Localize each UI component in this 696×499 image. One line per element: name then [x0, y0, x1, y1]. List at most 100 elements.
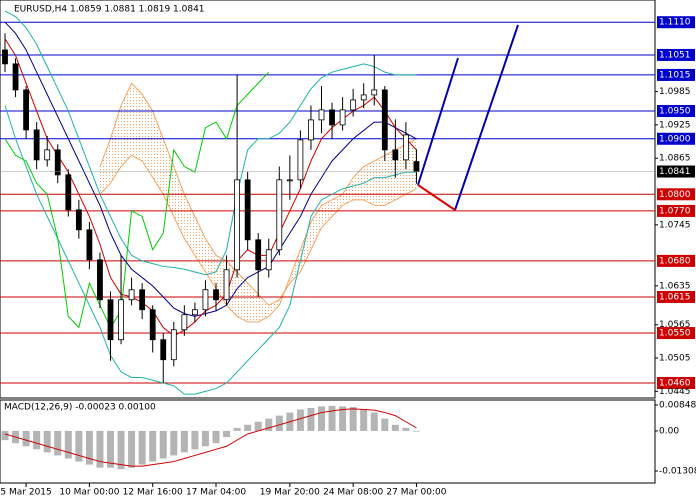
macd-bar	[360, 409, 368, 431]
macd-bar	[296, 409, 304, 431]
y-tick-label: 1.0565	[659, 320, 691, 330]
y-tick-label: 1.0635	[659, 281, 691, 291]
candle-body	[191, 309, 198, 316]
macd-bar	[223, 430, 231, 438]
level-label-box	[657, 105, 695, 118]
level-label: 1.0615	[659, 292, 691, 302]
macd-bar	[339, 406, 347, 431]
macd-bar	[212, 430, 220, 444]
candle-body	[392, 149, 399, 161]
candle-body	[97, 259, 103, 301]
candle-body	[54, 149, 61, 176]
y-tick-label: 1.0505	[659, 354, 691, 364]
macd-bar	[370, 412, 378, 431]
forecast-arrow	[417, 184, 456, 211]
candle-body	[286, 179, 293, 182]
level-label: 1.0900	[659, 134, 691, 144]
candle-body	[149, 309, 156, 341]
main-panel	[0, 0, 656, 399]
candle-body	[128, 289, 135, 301]
level-label: 1.0460	[659, 379, 691, 389]
macd-bar	[180, 430, 188, 453]
candle-body	[371, 89, 378, 96]
level-label: 1.1110	[659, 18, 691, 28]
current-price-box	[657, 165, 695, 178]
cloud-span-b	[99, 138, 417, 323]
level-label: 1.0680	[659, 256, 691, 266]
indicator-line	[4, 10, 417, 276]
macd-bar	[349, 407, 357, 431]
y-tick-label: 1.0925	[659, 120, 691, 130]
candle-body	[118, 299, 124, 341]
candle-body	[402, 134, 409, 161]
macd-bar	[244, 424, 252, 431]
x-tick-label: 19 Mar 20:00	[260, 488, 320, 498]
macd-bar	[391, 424, 399, 431]
level-label-box	[657, 16, 695, 29]
candle-body	[234, 179, 241, 271]
candle-body	[33, 129, 40, 161]
macd-bar	[107, 430, 114, 468]
macd-bar	[22, 430, 30, 447]
macd-title: MACD(12,26,9) -0.00023 0.00100	[4, 403, 156, 413]
macd-bar	[33, 430, 41, 450]
indicator-line	[4, 71, 270, 329]
level-label: 1.0770	[659, 206, 691, 216]
candle-body	[202, 289, 209, 311]
macd-bar	[117, 430, 125, 470]
macd-bar	[233, 427, 241, 431]
level-label: 1.0550	[659, 329, 691, 339]
candle-body	[139, 289, 146, 311]
macd-bar	[159, 430, 167, 459]
y-tick-label: 1.0865	[659, 154, 691, 164]
candle-body	[213, 289, 219, 301]
x-tick-label: 12 Mar 16:00	[123, 488, 183, 498]
chart-title: EURUSD,H4 1.0859 1.0881 1.0819 1.0841	[14, 5, 205, 15]
current-price-label: 1.0841	[659, 167, 691, 177]
plot-layer	[0, 10, 655, 470]
macd-bar	[318, 406, 325, 431]
macd-bar	[265, 418, 273, 431]
candle-body	[360, 94, 367, 101]
candle-body	[223, 269, 230, 301]
macd-bar	[307, 407, 315, 431]
macd-signal	[4, 408, 417, 467]
level-label: 1.1015	[659, 70, 691, 80]
macd-bar	[191, 430, 199, 450]
candle-body	[86, 229, 93, 261]
y-tick-label: 1.0985	[659, 87, 691, 97]
y-tick-label: 0.00848	[659, 400, 696, 410]
macd-bar	[85, 430, 93, 465]
level-label-box	[657, 132, 695, 145]
candle-body	[160, 339, 167, 361]
x-tick-label: 24 Mar 08:00	[323, 488, 383, 498]
candle-body	[276, 179, 283, 251]
candle-body	[75, 209, 82, 231]
macd-bar	[96, 430, 104, 468]
level-label: 1.1051	[659, 50, 691, 60]
y-tick-label: 0.00	[659, 426, 679, 436]
candle-body	[297, 139, 304, 181]
candle-body	[181, 314, 188, 331]
macd-bar	[1, 430, 9, 441]
macd-bar	[275, 415, 283, 431]
candle-body	[265, 249, 272, 271]
level-label-box	[657, 68, 695, 81]
y-tick-label: 1.0745	[659, 220, 691, 230]
level-label: 1.0950	[659, 107, 691, 117]
candle-body	[44, 149, 51, 161]
candle-body	[170, 329, 177, 361]
x-tick-label: 17 Mar 04:00	[186, 488, 246, 498]
candle-body	[308, 119, 314, 141]
level-label-box	[657, 290, 695, 303]
indicator-line	[4, 105, 417, 395]
forecast-arrow	[454, 24, 519, 211]
x-tick-label: 10 Mar 00:00	[59, 488, 119, 498]
candle-body	[107, 299, 114, 341]
macd-bar	[128, 430, 136, 468]
y-tick-label: 1.0445	[659, 387, 691, 397]
candle-body	[65, 174, 72, 211]
macd-bar	[201, 430, 209, 447]
level-label-box	[657, 48, 695, 61]
level-label-box	[657, 188, 695, 201]
